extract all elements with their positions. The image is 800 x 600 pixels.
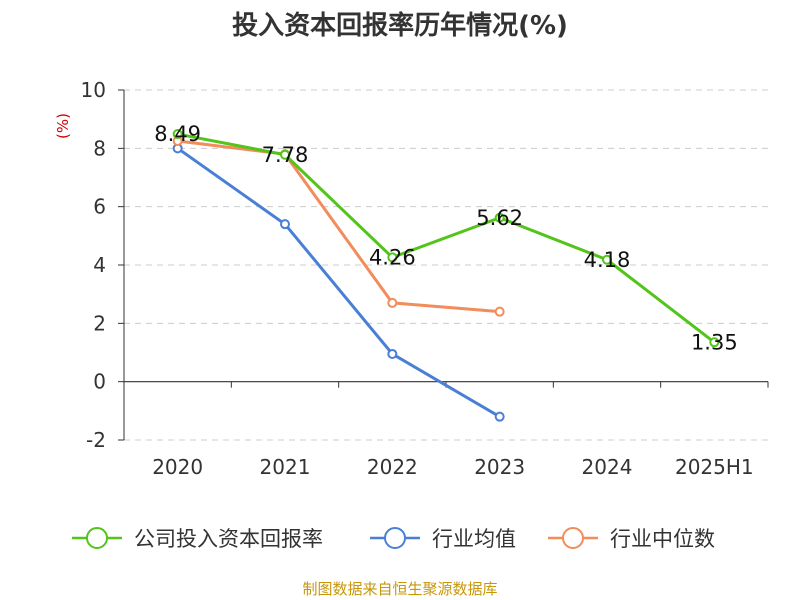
data-point[interactable] <box>494 212 505 223</box>
series-line <box>176 147 501 418</box>
series-line <box>177 139 500 314</box>
y-tick-label: 4 <box>93 253 106 277</box>
x-tick-label: 2022 <box>367 455 418 479</box>
data-label: 8.49 <box>154 122 201 146</box>
y-tick-label: 8 <box>93 136 106 160</box>
data-point[interactable] <box>172 129 183 140</box>
legend-item[interactable]: 行业中位数 <box>548 527 715 551</box>
legend-label: 行业均值 <box>432 527 516 551</box>
data-labels: 8.49 7.78 4.26 5.62 4.18 1.35 <box>154 122 737 354</box>
x-tick-label: 2024 <box>582 455 633 479</box>
y-tick-label: -2 <box>86 428 106 452</box>
y-tick-label: 0 <box>93 370 106 394</box>
data-point[interactable] <box>494 306 505 317</box>
data-label: 1.35 <box>691 330 738 354</box>
gridlines <box>124 89 768 441</box>
x-tick-label: 2021 <box>260 455 311 479</box>
legend-label: 公司投入资本回报率 <box>134 527 323 551</box>
y-axis-unit: (%) <box>54 113 72 139</box>
data-point[interactable] <box>387 252 398 263</box>
data-point[interactable] <box>494 411 505 422</box>
legend[interactable]: 公司投入资本回报率 行业均值 行业中位数 <box>72 527 715 551</box>
chart-title: 投入资本回报率历年情况(%) <box>232 10 568 41</box>
series-layer <box>172 129 720 422</box>
data-point[interactable] <box>709 337 720 348</box>
data-point[interactable] <box>602 254 612 265</box>
data-label: 4.18 <box>584 248 631 272</box>
data-point[interactable] <box>280 149 290 160</box>
data-point[interactable] <box>387 297 398 308</box>
legend-label: 行业中位数 <box>610 527 715 551</box>
data-point[interactable] <box>387 348 398 359</box>
y-tick-label: 6 <box>93 195 106 219</box>
y-tick-label: 10 <box>81 78 106 102</box>
legend-marker <box>384 527 406 549</box>
x-tick-label: 2023 <box>474 455 525 479</box>
x-tick-label: 2020 <box>152 455 203 479</box>
legend-item[interactable]: 行业均值 <box>370 527 516 551</box>
legend-marker <box>562 527 584 549</box>
series-line <box>177 132 716 344</box>
data-label: 4.26 <box>369 245 416 269</box>
source-note: 制图数据来自恒生聚源数据库 <box>302 580 497 598</box>
data-label: 5.62 <box>476 206 523 230</box>
data-label: 7.78 <box>262 143 309 167</box>
x-tick-label: 2025H1 <box>675 455 754 479</box>
legend-item[interactable]: 公司投入资本回报率 <box>72 527 323 551</box>
axes: -2 0 2 4 6 8 10 2020 2021 2022 2023 2024 2025H1 <box>81 78 769 479</box>
data-point[interactable] <box>280 219 290 230</box>
legend-marker <box>86 527 108 549</box>
y-tick-label: 2 <box>93 311 106 335</box>
